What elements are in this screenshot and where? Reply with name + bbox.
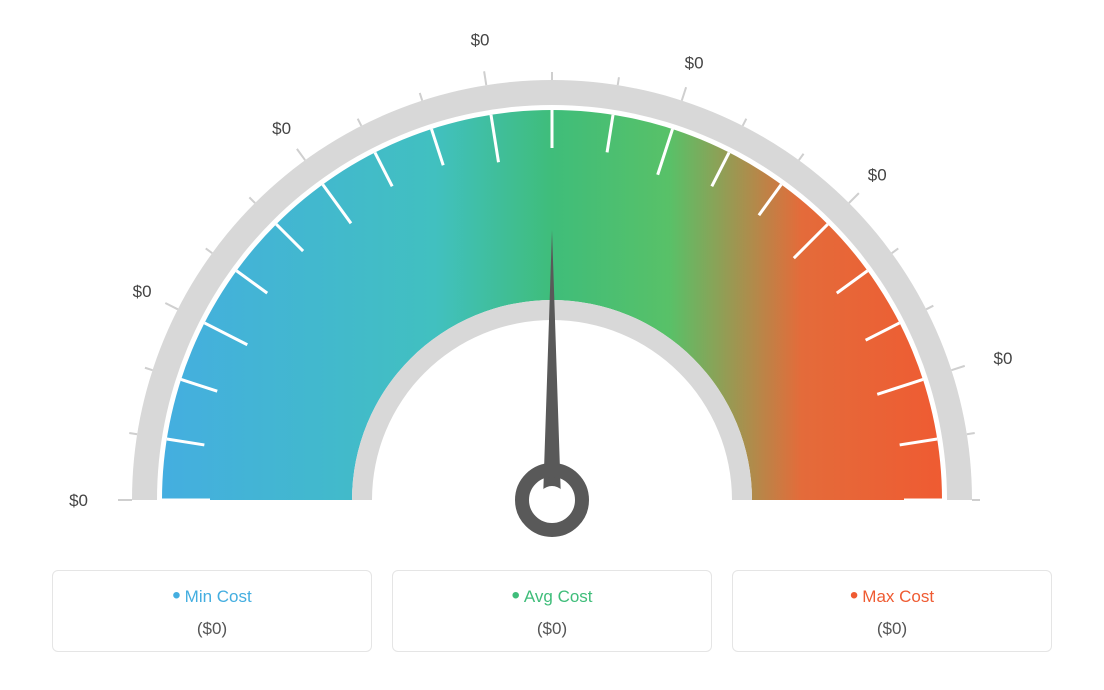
legend-label-min: • Min Cost <box>172 585 251 609</box>
cost-gauge-chart: $0 $0 $0 $0 $0 $0 $0 <box>0 0 1104 560</box>
svg-text:$0: $0 <box>471 31 490 50</box>
svg-text:$0: $0 <box>685 54 704 73</box>
svg-text:$0: $0 <box>993 349 1012 368</box>
legend-label-avg: • Avg Cost <box>511 585 592 609</box>
legend-row: • Min Cost ($0) • Avg Cost ($0) • Max Co… <box>0 570 1104 652</box>
legend-dot-max: • <box>850 584 858 608</box>
legend-text-avg: Avg Cost <box>524 587 593 607</box>
legend-label-max: • Max Cost <box>850 585 934 609</box>
legend-value-avg: ($0) <box>403 619 701 639</box>
svg-text:$0: $0 <box>272 119 291 138</box>
legend-card-avg: • Avg Cost ($0) <box>392 570 712 652</box>
legend-dot-avg: • <box>511 584 519 608</box>
gauge-container: $0 $0 $0 $0 $0 $0 $0 <box>0 0 1104 560</box>
legend-value-max: ($0) <box>743 619 1041 639</box>
svg-text:$0: $0 <box>868 166 887 185</box>
legend-card-min: • Min Cost ($0) <box>52 570 372 652</box>
svg-text:$0: $0 <box>133 282 152 301</box>
legend-card-max: • Max Cost ($0) <box>732 570 1052 652</box>
svg-text:$0: $0 <box>69 491 88 510</box>
legend-text-min: Min Cost <box>185 587 252 607</box>
legend-dot-min: • <box>172 584 180 608</box>
legend-value-min: ($0) <box>63 619 361 639</box>
legend-text-max: Max Cost <box>862 587 934 607</box>
